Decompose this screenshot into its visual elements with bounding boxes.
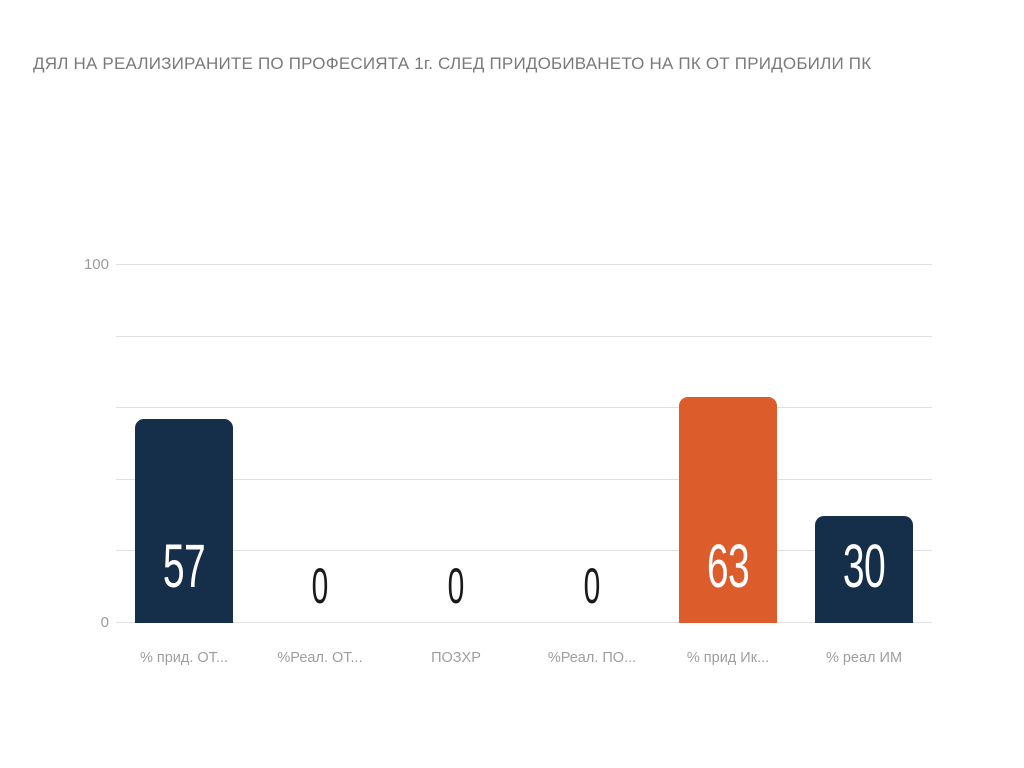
zero-value-label: 0 [583, 558, 601, 614]
y-axis-tick-label: 0 [100, 614, 109, 631]
y-axis-tick-label: 100 [83, 256, 109, 273]
zero-value-label: 0 [311, 558, 329, 614]
gridline [116, 264, 932, 265]
chart-title: ДЯЛ НА РЕАЛИЗИРАНИТЕ ПО ПРОФЕСИЯТА 1г. С… [33, 54, 872, 73]
gridline [116, 335, 932, 337]
x-axis-category-label: %Реал. ПО... [547, 650, 637, 666]
x-axis-category-label: % прид. ОТ... [139, 650, 229, 666]
bar[interactable]: 30 [815, 515, 913, 623]
bar[interactable]: 57 [135, 418, 233, 623]
x-axis-category-label: %Реал. ОТ... [277, 650, 363, 666]
bar-value-label: 30 [842, 532, 886, 600]
bar[interactable]: 63 [679, 397, 777, 623]
bar-value-label: 63 [706, 532, 750, 600]
bar-value-label: 57 [162, 532, 206, 600]
x-axis-category-label: % реал ИМ [825, 650, 903, 666]
x-axis-category-label: % прид Ик... [686, 650, 770, 666]
gridline [116, 622, 932, 623]
plot-area: 0 100 57 % прид. ОТ... 0 %Реал. ОТ... 0 ПОЗХР 0%… [84, 257, 932, 666]
x-axis-category-label: ПОЗХР [431, 650, 481, 666]
gridline [116, 407, 932, 409]
gridline [116, 550, 932, 552]
zero-value-label: 0 [447, 558, 465, 614]
gridline [116, 478, 932, 480]
